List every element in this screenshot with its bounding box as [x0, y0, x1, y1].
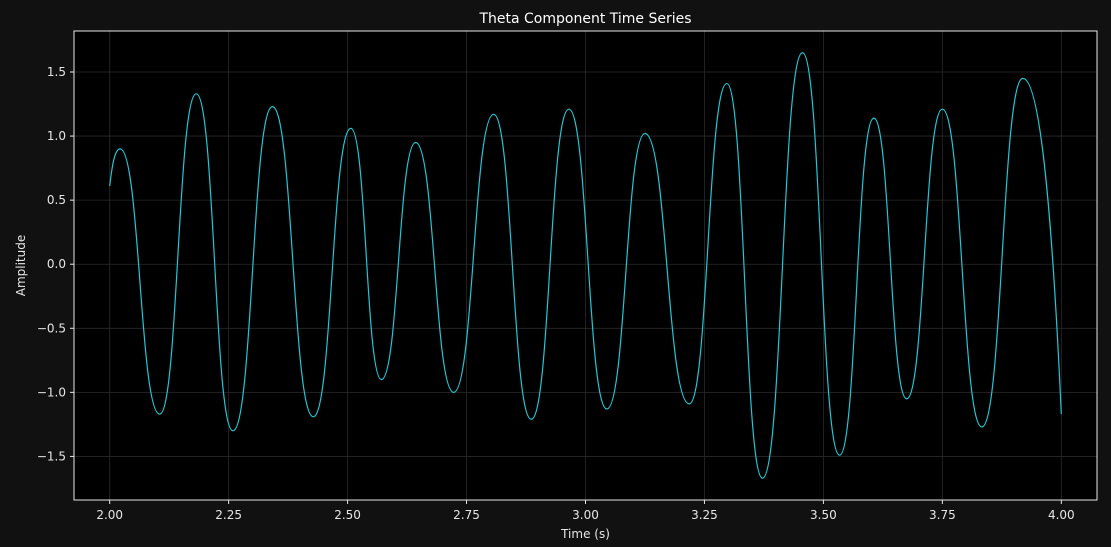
x-tick-label: 4.00 — [1048, 508, 1075, 522]
x-tick-label: 3.75 — [929, 508, 956, 522]
x-tick-label: 2.75 — [453, 508, 480, 522]
chart-title: Theta Component Time Series — [478, 11, 691, 27]
x-axis-label: Time (s) — [560, 527, 610, 541]
series-line-theta — [109, 52, 1062, 479]
y-axis: −1.5 −1.0 −0.5 0.0 0.5 1.0 1.5 — [37, 65, 74, 463]
y-tick-label: 1.5 — [47, 65, 66, 79]
y-tick-label: 0.0 — [47, 257, 66, 271]
x-tick-label: 3.50 — [810, 508, 837, 522]
y-tick-label: 0.5 — [47, 193, 66, 207]
y-tick-label: −0.5 — [37, 321, 66, 335]
x-tick-label: 3.00 — [572, 508, 599, 522]
x-tick-label: 2.00 — [96, 508, 123, 522]
y-tick-label: 1.0 — [47, 129, 66, 143]
y-axis-label: Amplitude — [14, 235, 28, 297]
x-axis: 2.00 2.25 2.50 2.75 3.00 3.25 3.50 3.75 4.00 — [96, 500, 1075, 522]
y-tick-label: −1.5 — [37, 449, 66, 463]
x-tick-label: 2.50 — [334, 508, 361, 522]
x-tick-label: 2.25 — [215, 508, 242, 522]
y-tick-label: −1.0 — [37, 385, 66, 399]
x-tick-label: 3.25 — [691, 508, 718, 522]
